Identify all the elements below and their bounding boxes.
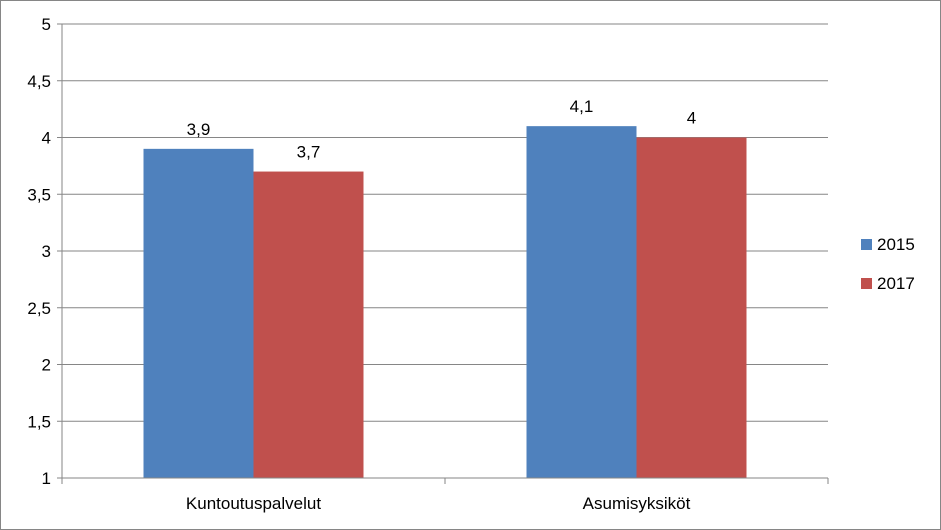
legend-swatch-2017 <box>861 278 872 289</box>
y-tick-label: 1 <box>42 469 51 488</box>
legend-swatch-2015 <box>861 239 872 250</box>
bar-2015-0 <box>143 148 254 478</box>
y-tick-label: 2 <box>42 356 51 375</box>
legend: 2015 2017 <box>861 235 915 293</box>
data-label: 3,7 <box>297 143 321 162</box>
data-labels: 3,9 3,7 4,1 4 <box>187 97 697 161</box>
data-label: 4,1 <box>570 97 594 116</box>
y-tick-label: 1,5 <box>27 412 51 431</box>
bar-2017-1 <box>636 137 747 478</box>
y-tick-label: 5 <box>42 15 51 34</box>
y-tick-label: 3 <box>42 242 51 261</box>
y-tick-label: 4 <box>42 129 51 148</box>
x-category-label: Asumisyksiköt <box>583 494 691 513</box>
bars <box>143 126 747 479</box>
data-label: 3,9 <box>187 120 211 139</box>
x-category-label: Kuntoutuspalvelut <box>186 494 321 513</box>
bar-2017-0 <box>253 171 364 479</box>
legend-label: 2017 <box>877 274 915 293</box>
y-tick-label: 4,5 <box>27 72 51 91</box>
data-label: 4 <box>687 109 696 128</box>
y-tick-label: 3,5 <box>27 185 51 204</box>
legend-label: 2015 <box>877 235 915 254</box>
axes: 1 1,5 2 2,5 3 3,5 4 4,5 5 Kuntoutuspalvelut Asumis… <box>27 15 829 513</box>
bar-2015-1 <box>526 126 637 479</box>
y-tick-label: 2,5 <box>27 299 51 318</box>
